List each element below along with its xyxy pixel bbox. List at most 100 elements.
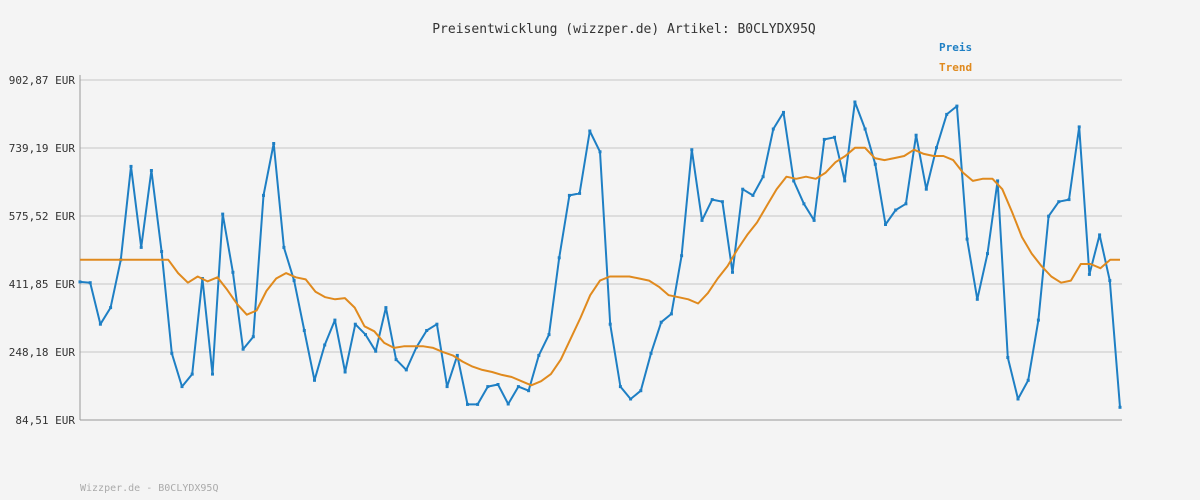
y-tick-label: 739,19 EUR <box>9 142 76 155</box>
data-point-preis <box>700 218 704 222</box>
data-point-preis <box>904 202 908 206</box>
data-point-preis <box>160 250 164 253</box>
data-point-preis <box>476 402 480 406</box>
data-point-preis <box>843 179 847 183</box>
data-point-preis <box>149 169 153 172</box>
data-point-preis <box>680 254 684 258</box>
data-point-preis <box>884 223 887 226</box>
data-point-preis <box>1016 397 1020 401</box>
data-point-preis <box>914 133 918 137</box>
data-point-preis <box>771 127 775 131</box>
data-point-preis <box>302 329 306 332</box>
data-point-preis <box>567 193 571 197</box>
data-point-preis <box>965 237 969 241</box>
data-point-preis <box>435 322 439 326</box>
data-point-preis <box>598 150 602 154</box>
data-point-preis <box>537 353 541 357</box>
data-point-preis <box>516 385 520 389</box>
legend: Preis Trend <box>939 41 972 74</box>
data-point-preis <box>659 320 663 324</box>
data-point-preis <box>496 383 500 386</box>
data-point-preis <box>384 306 388 310</box>
data-point-preis <box>129 164 133 168</box>
data-point-preis <box>1108 279 1112 283</box>
data-point-preis <box>78 280 82 284</box>
y-tick-label: 248,18 EUR <box>9 346 76 359</box>
data-point-preis <box>455 353 459 357</box>
data-point-preis <box>313 378 316 382</box>
data-point-preis <box>180 385 184 389</box>
data-point-preis <box>873 162 877 166</box>
y-axis-ticks: 902,87 EUR 739,19 EUR 575,52 EUR 411,85 EUR… <box>9 74 76 427</box>
data-point-preis <box>761 175 765 179</box>
data-point-preis <box>1067 198 1071 202</box>
data-point-preis <box>710 198 714 202</box>
data-point-preis <box>1057 200 1061 204</box>
data-point-preis <box>211 372 214 376</box>
data-point-preis <box>802 202 806 206</box>
data-point-preis <box>975 297 979 301</box>
data-point-preis <box>1098 233 1102 237</box>
data-point-preis <box>822 137 826 141</box>
data-point-preis <box>333 318 337 322</box>
data-point-preis <box>241 347 245 351</box>
data-point-preis <box>262 193 265 197</box>
footer-credit: Wizzper.de - B0CLYDX95Q <box>80 483 218 494</box>
data-point-preis <box>588 129 592 133</box>
data-point-preis <box>139 245 143 249</box>
legend-entry-preis: Preis <box>939 41 972 54</box>
data-point-preis <box>1026 378 1030 382</box>
data-point-preis <box>853 100 857 104</box>
data-point-preis <box>98 322 102 326</box>
data-point-preis <box>231 270 235 274</box>
data-point-preis <box>1118 405 1122 409</box>
data-point-preis <box>466 402 469 406</box>
data-point-preis <box>578 191 582 195</box>
data-point-preis <box>190 372 194 376</box>
data-point-preis <box>445 385 449 389</box>
data-point-preis <box>955 104 959 108</box>
data-point-preis <box>812 218 816 222</box>
data-point-preis <box>527 389 531 393</box>
data-point-preis <box>669 312 673 316</box>
data-point-preis <box>251 335 255 339</box>
data-point-preis <box>170 351 174 355</box>
data-point-preis <box>1087 272 1091 276</box>
data-point-preis <box>649 351 653 355</box>
data-point-preis <box>945 112 949 116</box>
data-point-preis <box>792 179 796 183</box>
data-point-preis <box>720 200 724 204</box>
data-point-preis <box>1047 214 1051 218</box>
data-point-preis <box>394 358 398 362</box>
data-point-preis <box>751 193 755 197</box>
y-tick-label: 575,52 EUR <box>9 210 76 223</box>
data-point-preis <box>1077 125 1081 129</box>
y-tick-label: 84,51 EUR <box>15 414 75 427</box>
y-tick-label: 902,87 EUR <box>9 74 76 87</box>
data-point-preis <box>741 187 745 191</box>
data-point-preis <box>894 208 898 212</box>
data-point-preis <box>88 281 92 285</box>
legend-entry-trend: Trend <box>939 61 972 74</box>
series-lines <box>78 100 1122 409</box>
data-point-preis <box>1006 356 1010 359</box>
data-point-preis <box>343 370 347 374</box>
data-point-preis <box>486 385 490 389</box>
data-point-preis <box>323 343 327 347</box>
data-point-preis <box>557 256 561 260</box>
data-point-preis <box>425 329 429 332</box>
data-point-preis <box>109 306 113 310</box>
data-point-preis <box>690 148 694 152</box>
data-point-preis <box>935 146 938 150</box>
data-point-preis <box>272 142 276 145</box>
data-point-preis <box>833 135 836 139</box>
data-point-preis <box>1036 318 1040 322</box>
data-point-preis <box>863 127 867 131</box>
data-point-preis <box>639 389 643 393</box>
data-point-preis <box>629 397 633 401</box>
data-point-preis <box>924 187 928 191</box>
data-point-preis <box>782 110 785 114</box>
data-point-preis <box>986 252 989 256</box>
data-point-preis <box>547 333 551 337</box>
